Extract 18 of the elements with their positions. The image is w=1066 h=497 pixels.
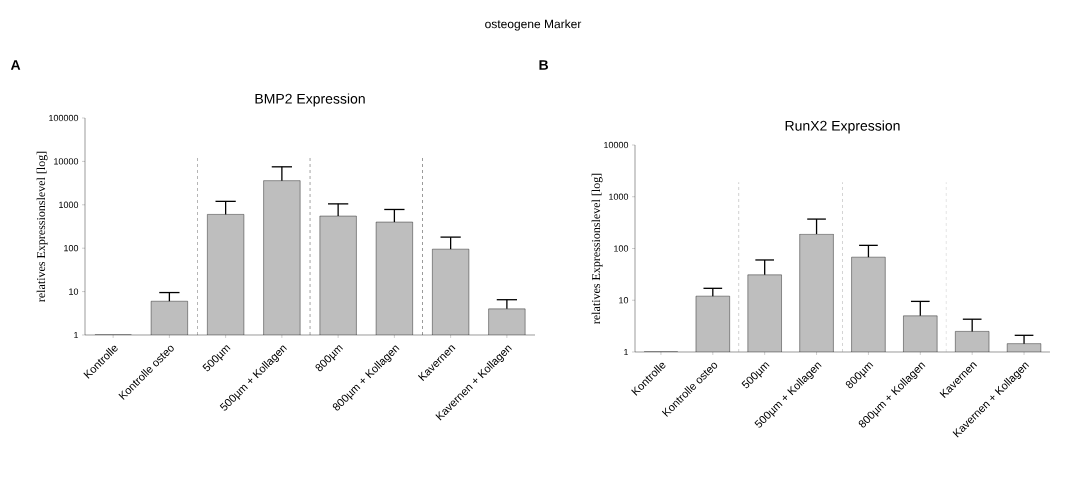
text: A bbox=[10, 60, 21, 70]
y-tick-label: 100000 bbox=[49, 114, 79, 122]
y-tick-label: 10 bbox=[619, 297, 629, 304]
y-axis-title: relatives Expressionslevel [log] bbox=[36, 151, 48, 302]
chart-title: RunX2 Expression bbox=[785, 120, 900, 134]
text: osteogene Marker bbox=[485, 19, 582, 31]
y-tick-label: 1000 bbox=[609, 193, 629, 200]
y-tick-label: 1000 bbox=[59, 201, 79, 208]
y-tick-label: 10000 bbox=[54, 158, 79, 165]
y-tick-label: 100 bbox=[64, 245, 79, 252]
text: B bbox=[539, 60, 549, 70]
y-tick-label: 10 bbox=[69, 288, 79, 295]
y-tick-label: 1 bbox=[74, 331, 79, 339]
y-tick-label: 10000 bbox=[604, 141, 629, 149]
y-axis-title: relatives Expressionslevel [log] bbox=[591, 173, 603, 324]
y-tick-label: 100 bbox=[614, 245, 629, 252]
y-tick-label: 1 bbox=[624, 348, 629, 356]
chart-title: BMP2 Expression bbox=[255, 93, 365, 107]
